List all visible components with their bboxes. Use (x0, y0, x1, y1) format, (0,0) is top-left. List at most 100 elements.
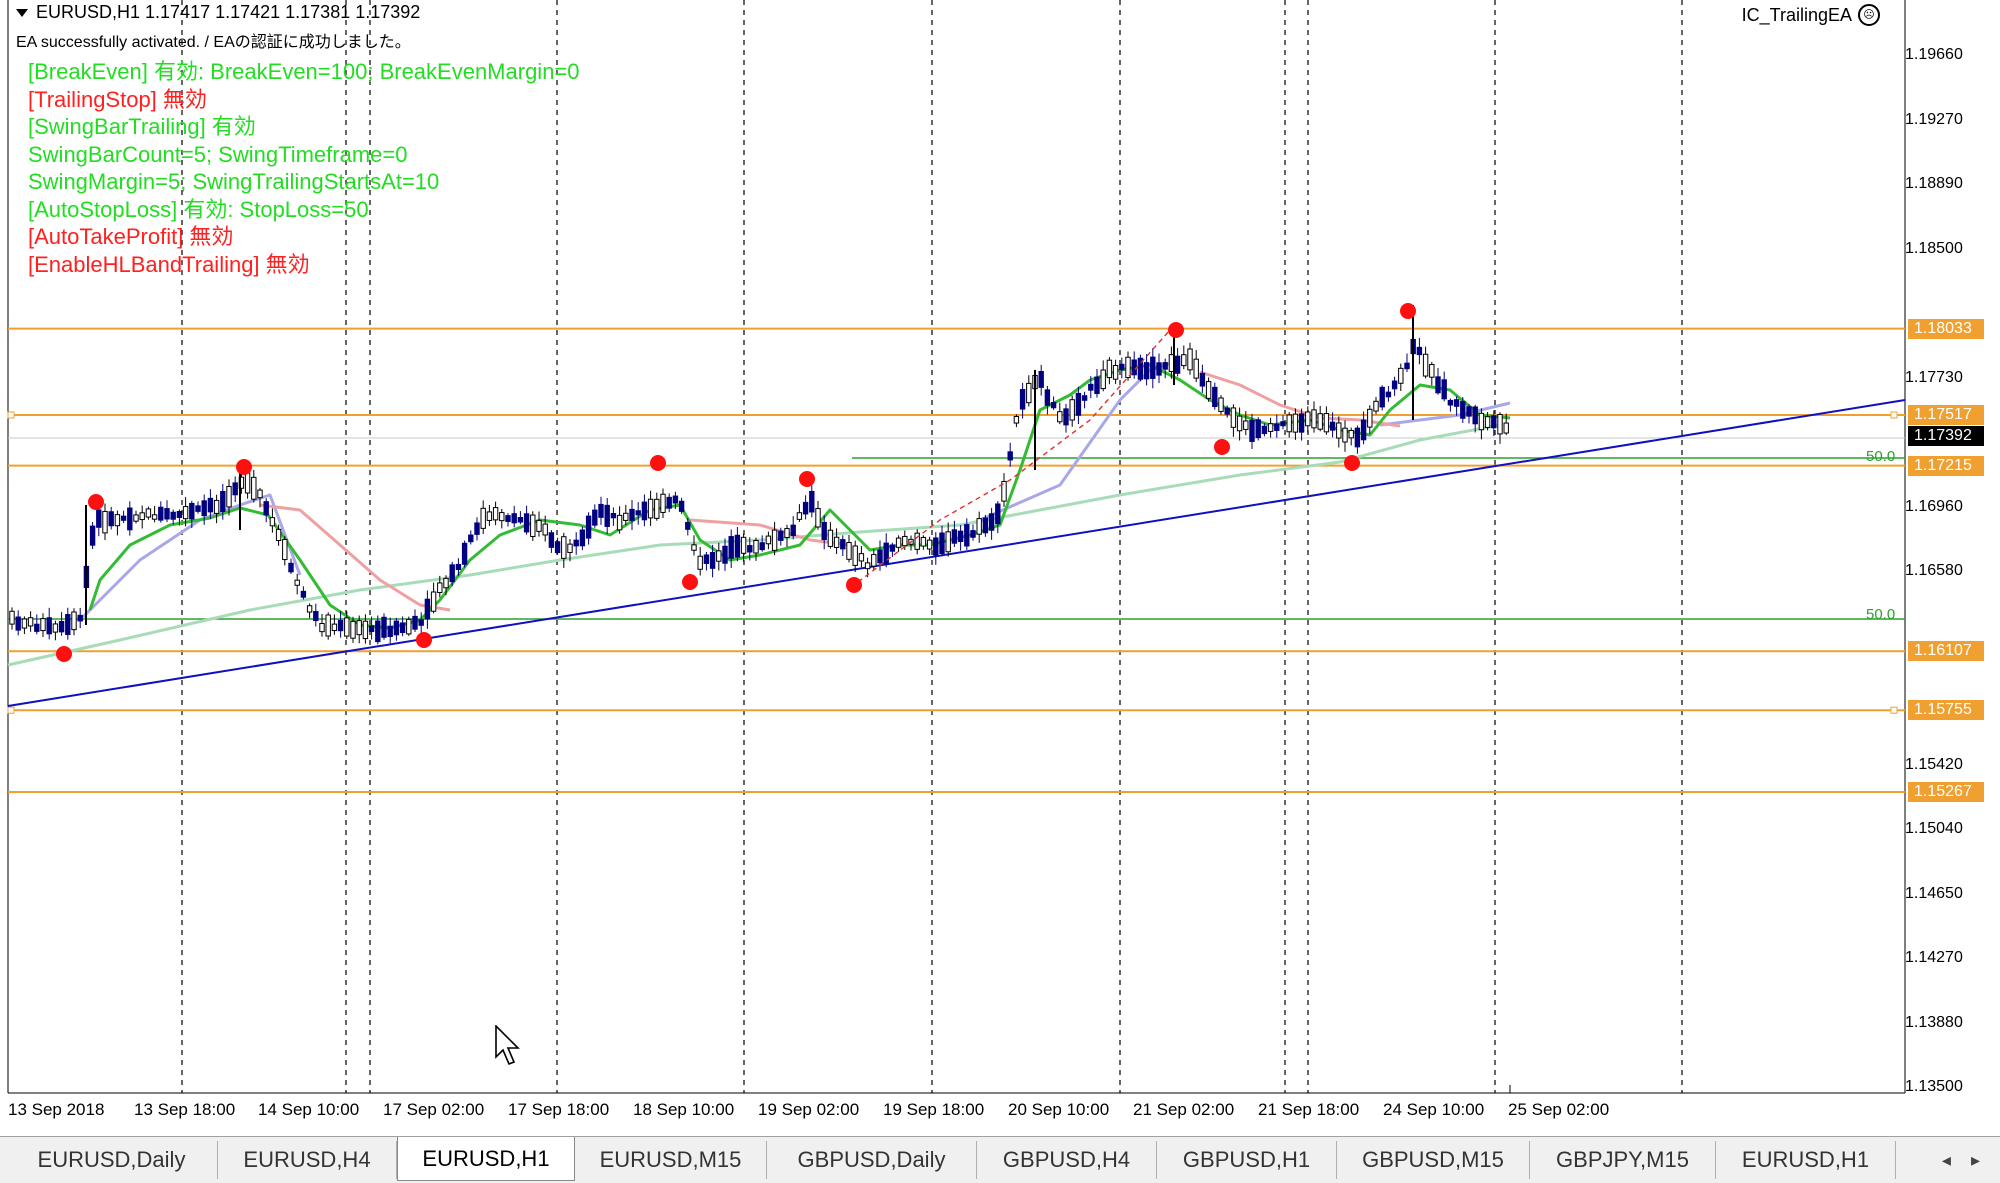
candle-body (939, 532, 945, 555)
candle-body (1094, 376, 1100, 395)
candle-body (1478, 412, 1485, 431)
candle-body (468, 534, 474, 543)
tab[interactable]: EURUSD,H4 (218, 1141, 397, 1179)
candle-body (220, 491, 226, 512)
candle-body (889, 544, 896, 552)
candle-body (846, 542, 852, 560)
candle-body (883, 542, 889, 565)
candle-body (1081, 395, 1088, 401)
price-chart[interactable] (0, 0, 2000, 1136)
candle-body (1274, 423, 1280, 431)
candle-body (871, 554, 877, 567)
candle-body (616, 514, 623, 531)
candle-body (709, 552, 716, 569)
swing-point-low (846, 577, 862, 593)
ea-info-line: SwingMargin=5; SwingTrailingStartsAt=10 (28, 169, 440, 194)
candle-body (759, 542, 765, 551)
candle-body (58, 621, 65, 633)
candle-body (375, 620, 381, 643)
candle-body (691, 544, 697, 551)
moving-average-slow-3 (1379, 401, 1511, 427)
candle-body (189, 502, 195, 520)
candle-body (1162, 362, 1168, 370)
candle-body (641, 501, 648, 521)
candle-body (1503, 422, 1509, 434)
scroll-right-icon[interactable]: ▸ (1970, 1150, 1980, 1170)
candle-body (951, 529, 958, 544)
time-axis-label: 17 Sep 02:00 (383, 1100, 485, 1119)
candle-body (511, 513, 517, 524)
candle-body (1100, 369, 1106, 390)
candle-body (9, 610, 15, 625)
candle-body (282, 538, 288, 561)
candle-body (740, 536, 747, 554)
candle-body (1168, 354, 1175, 372)
candle-body (660, 493, 666, 513)
ea-name-label[interactable]: IC_TrailingEA ☹ (1742, 4, 1880, 26)
candle-body (505, 515, 511, 522)
tab[interactable]: GBPUSD,H1 (1157, 1141, 1337, 1179)
candle-body (1280, 421, 1286, 427)
tab[interactable]: EURUSD,Daily (6, 1141, 218, 1179)
candle-body (1106, 359, 1113, 379)
price-axis-label: 1.13500 (1905, 1078, 1963, 1095)
candle-body (1255, 419, 1261, 439)
candle-body (387, 625, 393, 638)
candle-body (1398, 367, 1404, 384)
tab[interactable]: GBPJPY,M15 (1530, 1141, 1716, 1179)
candle-body (623, 512, 629, 521)
candle-body (1230, 407, 1237, 428)
price-axis-label: 1.19660 (1905, 46, 1963, 63)
candle-body (530, 514, 536, 537)
candle-body (368, 625, 375, 632)
time-axis-label: 18 Sep 10:00 (633, 1100, 735, 1119)
symbol-quote-text: EURUSD,H1 1.17417 1.17421 1.17381 1.1739… (36, 2, 421, 22)
tab[interactable]: GBPUSD,M15 (1337, 1141, 1530, 1179)
collapse-triangle-icon[interactable] (16, 9, 28, 18)
candle-body (40, 618, 46, 632)
tab[interactable]: GBPUSD,H4 (977, 1141, 1157, 1179)
candle-body (635, 510, 641, 516)
price-tag: 1.15755 (1908, 700, 1984, 721)
candle-body (133, 514, 139, 522)
tab[interactable]: GBPUSD,Daily (767, 1141, 977, 1179)
candle-body (1261, 425, 1268, 435)
candle-body (306, 605, 313, 613)
swing-point-low (56, 646, 72, 662)
tab-active[interactable]: EURUSD,H1 (397, 1137, 575, 1181)
candle-body (920, 536, 927, 547)
tab[interactable]: EURUSD,M15 (575, 1141, 767, 1179)
candle-body (151, 514, 158, 520)
candle-body (461, 542, 468, 565)
candle-body (455, 563, 462, 570)
candle-body (108, 511, 114, 527)
candle-body (34, 623, 40, 632)
scroll-left-icon[interactable]: ◂ (1941, 1150, 1951, 1170)
price-axis-label: 1.17730 (1905, 369, 1963, 387)
candle-body (232, 482, 238, 496)
tab[interactable]: EURUSD,H1 (1716, 1141, 1896, 1179)
swing-point-high (88, 494, 104, 510)
candle-body (1404, 362, 1410, 370)
candle-body (1336, 422, 1342, 439)
candle-body (1416, 346, 1423, 356)
candle-body (629, 508, 635, 521)
time-axis-label: 21 Sep 02:00 (1133, 1100, 1235, 1119)
candle-body (1422, 353, 1429, 377)
price-axis-label: 1.19270 (1905, 111, 1963, 129)
candle-body (833, 536, 840, 548)
candle-body (1441, 379, 1447, 400)
price-tag: 1.17392 (1908, 425, 1984, 446)
candle-body (654, 498, 660, 519)
candle-body (424, 598, 431, 620)
candle-body (313, 611, 319, 622)
candle-body (1460, 401, 1466, 419)
candle-body (1267, 423, 1274, 432)
candle-body (982, 517, 989, 534)
candle-body (1329, 421, 1336, 431)
candle-body (1484, 416, 1491, 428)
candle-body (362, 620, 369, 640)
candle-body (89, 525, 96, 546)
candle-body (902, 535, 908, 547)
